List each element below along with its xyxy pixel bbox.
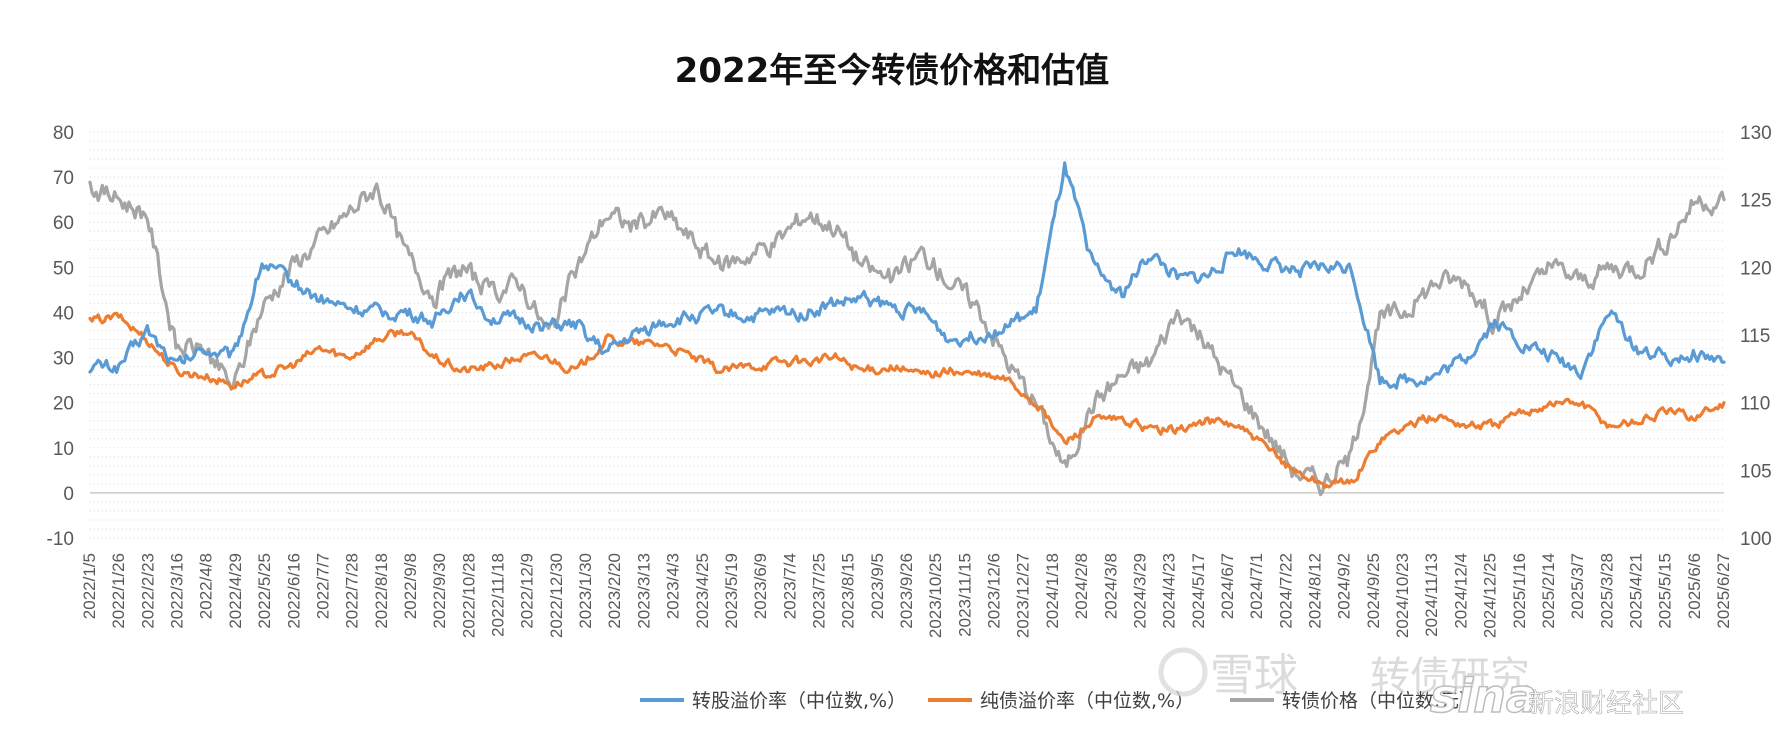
legend: 转股溢价率（中位数,%） 纯债溢价率（中位数,%） 转债价格（中位数,元） [640, 690, 1478, 712]
x-tick-label: 2023/5/19 [722, 553, 741, 629]
x-tick-label: 2024/4/23 [1160, 553, 1179, 629]
x-tick-label: 2022/1/26 [109, 553, 128, 629]
x-tick-label: 2024/3/29 [1130, 553, 1149, 629]
y-left-tick-label: 70 [53, 168, 74, 189]
x-tick-label: 2024/7/1 [1247, 553, 1266, 619]
x-tick-label: 2023/1/30 [576, 553, 595, 629]
x-tick-label: 2022/9/8 [401, 553, 420, 619]
y-axis-left: -10 0 10 20 30 40 50 60 70 80 [47, 123, 74, 550]
x-axis: 2022/1/5 2022/1/26 2022/2/23 2022/3/16 2022/… [80, 553, 1733, 638]
x-tick-label: 2024/12/4 [1451, 553, 1470, 629]
y-right-tick-label: 120 [1740, 258, 1772, 279]
y-left-tick-label: -10 [47, 529, 74, 550]
x-tick-label: 2022/12/30 [547, 553, 566, 638]
x-tick-label: 2023/12/6 [985, 553, 1004, 629]
y-right-tick-label: 100 [1740, 529, 1772, 550]
chart-title: 2022年至今转债价格和估值 [675, 51, 1110, 91]
legend-label: 转股溢价率（中位数,%） [692, 690, 906, 712]
watermark-left: 雪球 [1210, 650, 1298, 701]
x-tick-label: 2024/11/13 [1422, 553, 1441, 637]
x-tick-label: 2023/12/27 [1014, 553, 1033, 638]
x-tick-label: 2023/4/25 [693, 553, 712, 629]
sina-logo: sina [1430, 669, 1537, 723]
x-tick-label: 2022/3/16 [168, 553, 187, 629]
x-tick-label: 2023/7/4 [780, 553, 799, 619]
x-tick-label: 2022/2/23 [138, 553, 157, 629]
x-tick-label: 2023/2/20 [605, 553, 624, 629]
y-left-tick-label: 40 [53, 303, 74, 324]
x-tick-label: 2024/10/23 [1393, 553, 1412, 638]
x-tick-label: 2023/7/25 [809, 553, 828, 629]
y-right-tick-label: 130 [1740, 123, 1772, 144]
x-tick-label: 2022/7/7 [313, 553, 332, 619]
x-tick-label: 2023/10/25 [926, 553, 945, 638]
x-tick-label: 2022/8/18 [372, 553, 391, 629]
x-tick-label: 2024/12/25 [1481, 553, 1500, 638]
y-axis-right: 100 105 110 115 120 125 130 [1740, 123, 1772, 550]
x-tick-label: 2025/5/15 [1656, 553, 1675, 629]
series-lines [88, 161, 1726, 497]
gridlines [90, 131, 1724, 539]
y-left-tick-label: 50 [53, 258, 74, 279]
y-right-tick-label: 125 [1740, 191, 1772, 212]
x-tick-label: 2024/3/8 [1101, 553, 1120, 619]
x-tick-label: 2025/6/27 [1714, 553, 1733, 629]
x-tick-label: 2023/6/9 [751, 553, 770, 619]
x-tick-label: 2022/9/30 [430, 553, 449, 629]
y-left-tick-label: 30 [53, 349, 74, 370]
watermark: 雪球 转债研究 sina 新浪财经社区 [1158, 647, 1684, 724]
y-right-tick-label: 105 [1740, 461, 1772, 482]
legend-label: 转债价格（中位数,元） [1282, 690, 1478, 712]
y-left-tick-label: 60 [53, 213, 74, 234]
x-tick-label: 2025/3/7 [1568, 553, 1587, 619]
x-tick-label: 2023/8/15 [839, 553, 858, 629]
x-tick-label: 2023/11/15 [955, 553, 974, 637]
x-tick-label: 2022/7/28 [343, 553, 362, 629]
x-tick-label: 2025/6/6 [1685, 553, 1704, 619]
x-tick-label: 2024/6/7 [1218, 553, 1237, 619]
x-tick-label: 2024/1/18 [1043, 553, 1062, 629]
x-tick-label: 2024/7/22 [1276, 553, 1295, 629]
x-tick-label: 2025/1/16 [1510, 553, 1529, 629]
x-tick-label: 2022/10/28 [459, 553, 478, 638]
y-left-tick-label: 10 [53, 439, 74, 460]
x-tick-label: 2022/12/9 [518, 553, 537, 629]
xueqiu-logo-icon [1158, 647, 1208, 697]
x-tick-label: 2022/4/8 [197, 553, 216, 619]
series-line-1 [88, 311, 1726, 489]
x-tick-label: 2023/4/3 [664, 553, 683, 619]
x-tick-label: 2025/3/28 [1597, 553, 1616, 629]
x-tick-label: 2022/1/5 [80, 553, 99, 619]
x-tick-label: 2023/9/26 [897, 553, 916, 629]
watermark-right: 新浪财经社区 [1528, 689, 1684, 719]
y-left-tick-label: 0 [63, 484, 74, 505]
x-tick-label: 2022/6/16 [284, 553, 303, 629]
x-tick-label: 2025/2/14 [1539, 553, 1558, 629]
y-right-tick-label: 110 [1740, 394, 1770, 415]
x-tick-label: 2023/9/5 [868, 553, 887, 619]
x-tick-label: 2022/5/25 [255, 553, 274, 629]
y-left-tick-label: 80 [53, 123, 74, 144]
x-tick-label: 2022/4/29 [226, 553, 245, 629]
x-tick-label: 2023/3/13 [634, 553, 653, 629]
x-tick-label: 2024/9/2 [1335, 553, 1354, 619]
series-line-0 [88, 161, 1726, 390]
x-tick-label: 2022/11/18 [489, 553, 508, 637]
x-tick-label: 2025/4/21 [1626, 553, 1645, 629]
x-tick-label: 2024/2/8 [1072, 553, 1091, 619]
watermark-mid: 转债研究 [1370, 654, 1530, 700]
y-left-tick-label: 20 [53, 394, 74, 415]
series-line-2 [88, 180, 1726, 497]
legend-label: 纯债溢价率（中位数,%） [980, 690, 1194, 712]
x-tick-label: 2024/5/17 [1189, 553, 1208, 629]
y-right-tick-label: 115 [1740, 326, 1770, 347]
x-tick-label: 2024/9/25 [1364, 553, 1383, 629]
x-tick-label: 2024/8/12 [1306, 553, 1325, 629]
